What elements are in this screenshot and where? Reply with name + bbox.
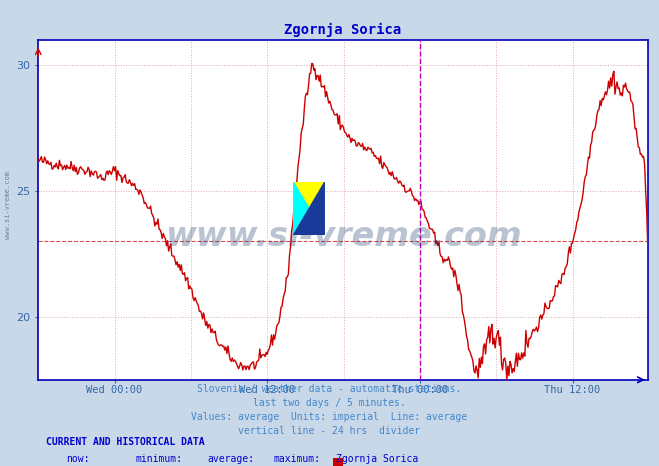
Text: average:: average: — [208, 454, 254, 464]
Text: Slovenia / weather data - automatic stations.: Slovenia / weather data - automatic stat… — [197, 384, 462, 394]
Text: minimum:: minimum: — [135, 454, 182, 464]
Text: www.si-vreme.com: www.si-vreme.com — [165, 220, 521, 254]
Text: maximum:: maximum: — [273, 454, 320, 464]
Text: last two days / 5 minutes.: last two days / 5 minutes. — [253, 398, 406, 408]
Polygon shape — [293, 182, 325, 235]
Text: vertical line - 24 hrs  divider: vertical line - 24 hrs divider — [239, 426, 420, 436]
Title: Zgornja Sorica: Zgornja Sorica — [285, 23, 401, 37]
Text: Values: average  Units: imperial  Line: average: Values: average Units: imperial Line: av… — [191, 412, 468, 422]
Polygon shape — [293, 182, 325, 235]
Text: Zgornja Sorica: Zgornja Sorica — [336, 454, 418, 464]
Text: now:: now: — [66, 454, 90, 464]
Polygon shape — [293, 182, 325, 235]
Text: CURRENT AND HISTORICAL DATA: CURRENT AND HISTORICAL DATA — [46, 437, 205, 447]
Text: www.si-vreme.com: www.si-vreme.com — [5, 171, 11, 239]
